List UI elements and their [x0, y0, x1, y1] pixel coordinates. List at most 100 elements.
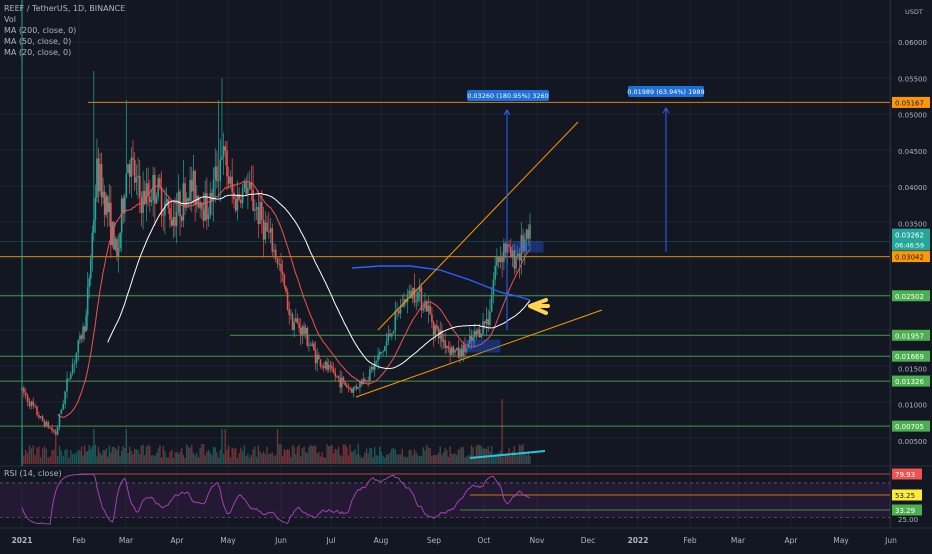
- volume-bar: [212, 446, 215, 464]
- candle-body: [326, 361, 328, 370]
- volume-bar: [155, 453, 158, 464]
- volume-bar: [51, 450, 53, 464]
- volume-bar: [441, 455, 443, 464]
- ma20-label[interactable]: MA (20, close, 0): [4, 48, 72, 57]
- volume-bar: [191, 445, 193, 464]
- candle-body: [116, 239, 118, 257]
- level-tag: 0.01957: [895, 332, 924, 340]
- symbol-label[interactable]: REEF / TetherUS, 1D, BINANCE: [4, 4, 126, 13]
- volume-bar: [119, 456, 121, 464]
- candle-body: [413, 287, 416, 303]
- candle-body: [470, 335, 473, 342]
- candle-body: [39, 416, 42, 418]
- rsi-label[interactable]: RSI (14, close): [4, 469, 62, 478]
- volume-bar: [293, 447, 295, 464]
- candle-body: [439, 330, 442, 339]
- time-tick-label: Sep: [427, 536, 441, 545]
- volume-bar: [226, 449, 228, 464]
- candle-body: [510, 246, 512, 258]
- candle-body: [69, 373, 72, 379]
- candle-body: [49, 427, 51, 429]
- volume-bar: [347, 455, 350, 464]
- candle-body: [231, 176, 233, 193]
- volume-bar: [524, 453, 526, 464]
- volume-bar: [331, 445, 333, 464]
- candle-body: [154, 174, 156, 204]
- volume-bar: [452, 454, 455, 464]
- candle-body: [24, 392, 27, 396]
- candle-body: [354, 386, 356, 388]
- candle-body: [349, 388, 351, 390]
- candle-body: [490, 294, 493, 312]
- ma50-label[interactable]: MA (50, close, 0): [4, 37, 72, 46]
- candle-body: [234, 198, 237, 211]
- volume-bar: [280, 444, 282, 464]
- upper-trendline: [377, 121, 579, 331]
- candle-body: [411, 287, 414, 299]
- countdown-label: 06:46:59: [895, 242, 924, 250]
- measure-label-1-bg: [467, 90, 549, 101]
- candle-body: [187, 198, 190, 201]
- volume-bar: [472, 447, 474, 464]
- volume-bar: [449, 446, 451, 464]
- volume-bar: [86, 451, 89, 464]
- volume-bar: [64, 449, 66, 464]
- price-tick-label: 0.06000: [898, 39, 927, 47]
- volume-bar: [49, 456, 51, 464]
- volume-bar: [306, 453, 309, 464]
- candle-body: [501, 256, 503, 263]
- vol-label[interactable]: Vol: [4, 15, 16, 24]
- candle-body: [201, 202, 203, 210]
- candle-body: [45, 421, 48, 427]
- candle-body: [283, 274, 286, 287]
- volume-bar: [204, 455, 206, 464]
- volume-bar: [496, 453, 498, 464]
- candle-body: [332, 368, 335, 373]
- volume-bar: [370, 448, 373, 464]
- volume-bar: [286, 449, 289, 464]
- range-box: [465, 339, 501, 353]
- volume-bar: [82, 455, 84, 464]
- candle-body: [36, 406, 38, 415]
- volume-bar: [278, 444, 280, 464]
- volume-bar: [60, 450, 63, 464]
- candle-body: [473, 330, 476, 338]
- volume-bar: [122, 445, 124, 464]
- candle-body: [518, 253, 521, 261]
- candle-body: [250, 182, 253, 190]
- candle-body: [269, 228, 272, 233]
- candle-body: [364, 379, 366, 382]
- volume-bar: [262, 451, 265, 464]
- measure-label-1: 0.03260 (180.95%) 3260: [467, 92, 549, 100]
- current-price-tag: 0.03262: [895, 232, 924, 240]
- volume-bar: [150, 455, 153, 464]
- volume-bar: [359, 454, 361, 464]
- volume-bar: [47, 457, 49, 464]
- candle-body: [106, 196, 109, 213]
- candle-body: [465, 347, 468, 352]
- volume-bar: [346, 446, 348, 464]
- candle-body: [422, 308, 424, 311]
- candle-body: [165, 199, 168, 203]
- volume-bar: [457, 449, 460, 464]
- candle-body: [159, 178, 161, 188]
- volume-bar: [444, 448, 446, 464]
- volume-bar: [167, 457, 169, 464]
- volume-bar: [442, 452, 445, 464]
- candle-body: [446, 346, 448, 348]
- volume-bar: [209, 452, 211, 464]
- candle-body: [480, 333, 483, 338]
- volume-bar: [216, 452, 218, 464]
- volume-bar: [137, 449, 139, 464]
- candle-body: [313, 343, 315, 351]
- volume-bar: [300, 456, 302, 464]
- price-tick-label: 0.05000: [898, 112, 927, 120]
- candle-body: [267, 231, 270, 233]
- ma200-label[interactable]: MA (200, close, 0): [4, 26, 77, 35]
- pointer-hand-icon: [528, 298, 550, 315]
- candle-body: [331, 366, 333, 369]
- volume-bar: [303, 446, 305, 464]
- volume-bar: [233, 448, 235, 464]
- volume-bar: [96, 456, 98, 464]
